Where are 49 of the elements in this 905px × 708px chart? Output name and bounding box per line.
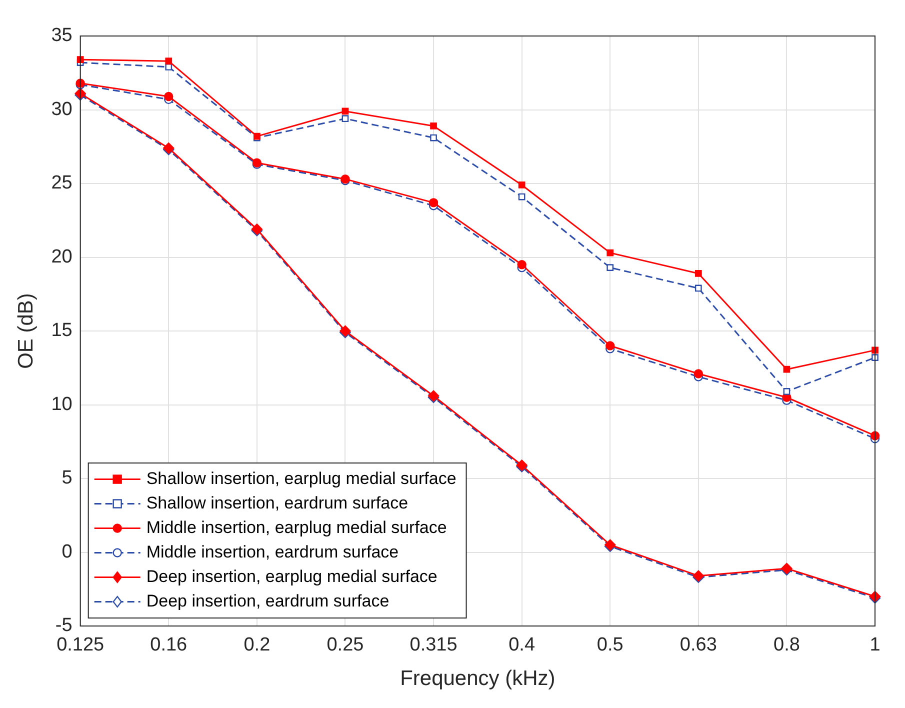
point [518, 193, 526, 200]
x-tick-label: 0.4 [508, 634, 536, 656]
x-tick-label: 0.25 [326, 634, 364, 656]
legend-label: Middle insertion, eardrum surface [146, 542, 399, 562]
x-tick-label: 0.8 [773, 634, 800, 656]
point [694, 369, 704, 378]
x-axis-title: Frequency (kHz) [400, 667, 556, 690]
point [164, 92, 174, 102]
point [165, 64, 172, 70]
y-axis-title: OE (dB) [14, 293, 38, 369]
y-tick-label: 30 [51, 98, 72, 120]
point [165, 58, 172, 65]
point [342, 115, 349, 122]
x-tick-label: 0.2 [244, 634, 270, 656]
legend-label: Shallow insertion, eardrum surface [146, 493, 408, 512]
point [606, 264, 614, 272]
point [517, 260, 526, 270]
y-tick-label: 5 [62, 468, 72, 489]
y-tick-label: 25 [51, 172, 72, 194]
x-tick-label: 0.5 [596, 634, 624, 656]
x-tick-label: 1 [870, 634, 880, 656]
y-tick-label: 10 [51, 394, 72, 415]
point [783, 388, 790, 395]
y-tick-label: -5 [55, 615, 72, 636]
point [606, 341, 615, 350]
point [76, 56, 84, 64]
y-tick-label: 20 [51, 246, 72, 268]
point [694, 284, 702, 292]
x-tick-label: 0.16 [150, 634, 188, 656]
legend-label: Deep insertion, eardrum surface [146, 591, 390, 610]
y-tick-label: 0 [62, 541, 72, 562]
y-tick-label: 35 [51, 25, 72, 46]
point [428, 198, 438, 208]
point [342, 108, 349, 115]
x-tick-label: 0.125 [56, 634, 104, 656]
point [606, 249, 614, 256]
legend-label: Middle insertion, earplug medial surface [146, 518, 447, 537]
legend-label: Deep insertion, earplug medial surface [146, 566, 438, 586]
point [518, 182, 526, 188]
point [694, 270, 702, 277]
point [430, 134, 437, 142]
legend-label: Shallow insertion, earplug medial surface [146, 468, 456, 488]
y-tick-label: 15 [51, 320, 72, 342]
point [430, 122, 437, 130]
x-tick-label: 0.315 [410, 634, 458, 656]
point [872, 354, 878, 361]
point [872, 346, 878, 354]
x-tick-label: 0.63 [680, 634, 717, 656]
point [783, 366, 790, 373]
